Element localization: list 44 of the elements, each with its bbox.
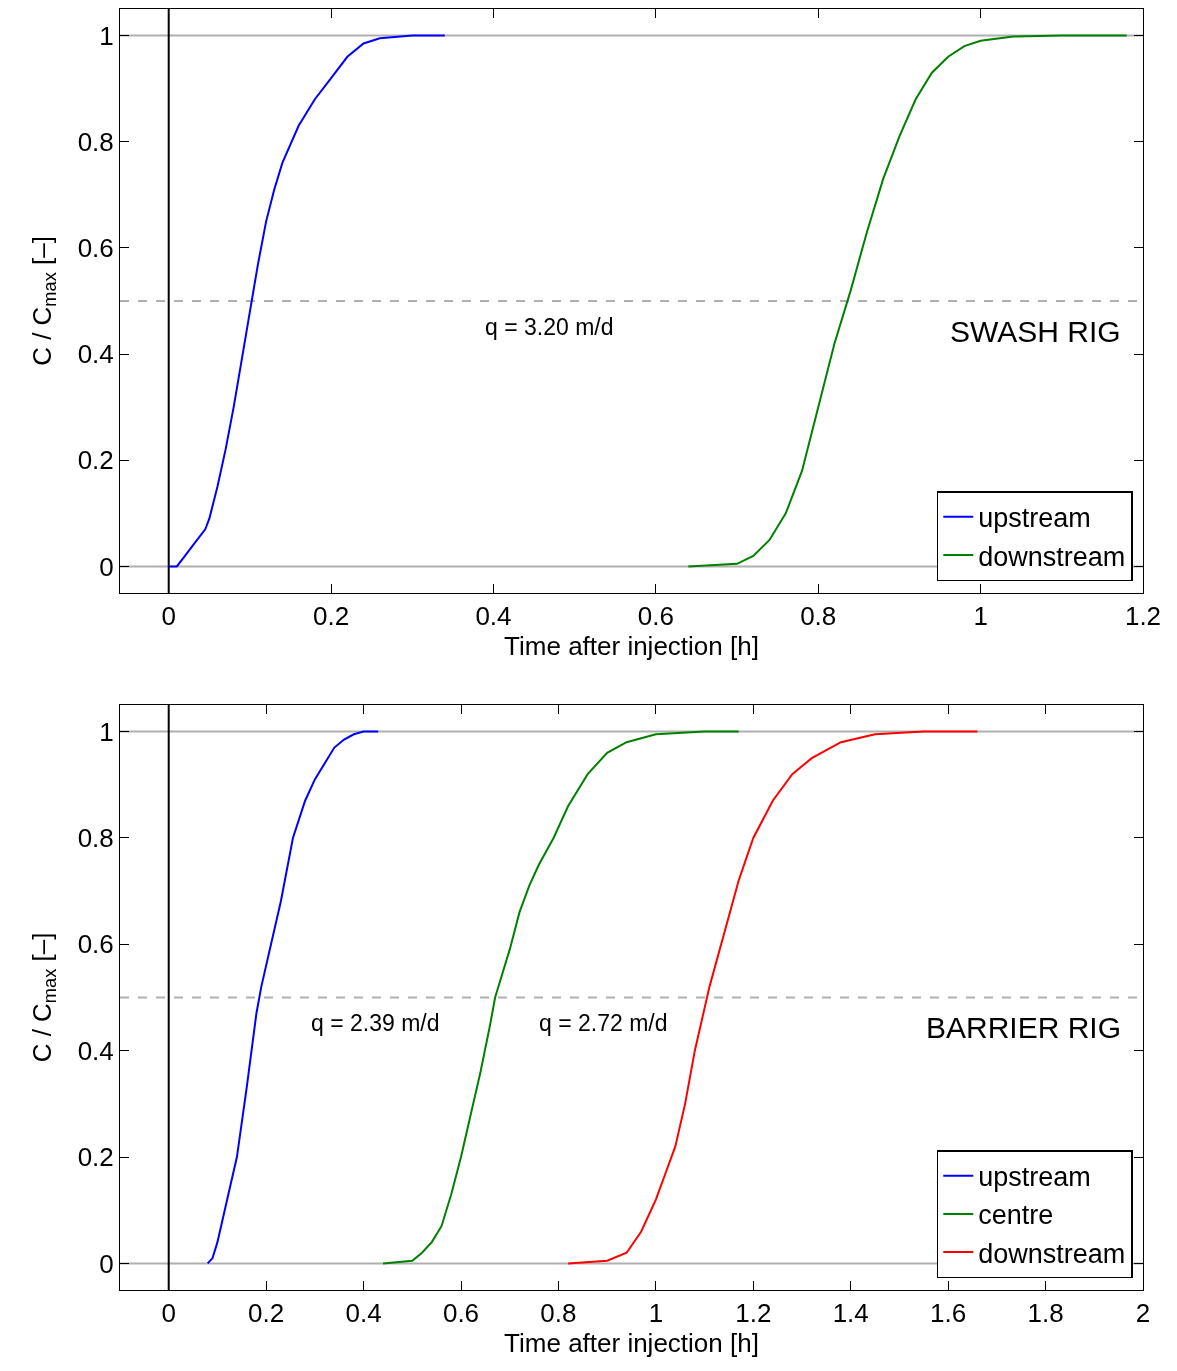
annotation: q = 2.39 m/d bbox=[311, 1010, 440, 1036]
x-tick-label: 1.6 bbox=[930, 1298, 967, 1329]
y-tick-label: 0 bbox=[99, 1248, 114, 1279]
text: BARRIER RIG bbox=[926, 1011, 1122, 1044]
x-tick-label: 0.2 bbox=[248, 1298, 285, 1329]
x-tick-label: 0.6 bbox=[442, 1298, 480, 1329]
y-tick-label: 0.8 bbox=[77, 126, 114, 157]
x-tick-label: 2 bbox=[1135, 1298, 1151, 1329]
x-tick-label: 0.2 bbox=[313, 601, 350, 632]
y-tick-label: 0.4 bbox=[77, 339, 114, 370]
x-axis-title: Time after injection [h] bbox=[504, 1328, 759, 1359]
x-tick-label: 0.8 bbox=[540, 1298, 577, 1329]
x-axis-title: Time after injection [h] bbox=[504, 631, 759, 662]
line-series bbox=[167, 34, 446, 568]
legend-label: centre bbox=[978, 1200, 1054, 1231]
legend-label: upstream bbox=[978, 1162, 1091, 1193]
y-tick-label: 0.2 bbox=[77, 1142, 114, 1173]
x-tick-label: 0.4 bbox=[345, 1298, 382, 1329]
x-tick-label: 0 bbox=[161, 1298, 176, 1329]
y-tick-label: 1 bbox=[99, 20, 114, 51]
x-tick-label: 1.2 bbox=[735, 1298, 772, 1329]
legend-label: downstream bbox=[978, 1238, 1126, 1269]
legend-label: upstream bbox=[978, 503, 1091, 534]
y-tick-label: 1 bbox=[99, 716, 114, 747]
x-tick-label: 0.6 bbox=[637, 601, 674, 632]
legend-label: downstream bbox=[978, 541, 1126, 572]
line-series bbox=[687, 34, 1128, 568]
x-tick-label: 1.2 bbox=[1124, 601, 1162, 632]
x-tick-label: 0 bbox=[161, 601, 176, 632]
x-tick-label: 1.8 bbox=[1027, 1298, 1064, 1329]
y-tick-label: 0.6 bbox=[77, 929, 114, 960]
y-tick-label: 0.4 bbox=[77, 1035, 114, 1066]
text: SWASH RIG bbox=[950, 315, 1121, 348]
x-tick-label: 1 bbox=[648, 1298, 664, 1329]
annotation: q = 3.20 m/d bbox=[485, 314, 614, 340]
x-tick-label: 0.8 bbox=[800, 601, 837, 632]
x-tick-label: 0.4 bbox=[475, 601, 512, 632]
y-tick-label: 0.8 bbox=[77, 823, 114, 854]
y-tick-label: 0.2 bbox=[77, 445, 114, 476]
x-tick-label: 1.4 bbox=[832, 1298, 869, 1329]
x-tick-label: 1 bbox=[973, 601, 988, 632]
y-tick-label: 0.6 bbox=[77, 233, 114, 264]
annotation: q = 2.72 m/d bbox=[539, 1010, 668, 1036]
y-tick-label: 0 bbox=[99, 551, 114, 582]
